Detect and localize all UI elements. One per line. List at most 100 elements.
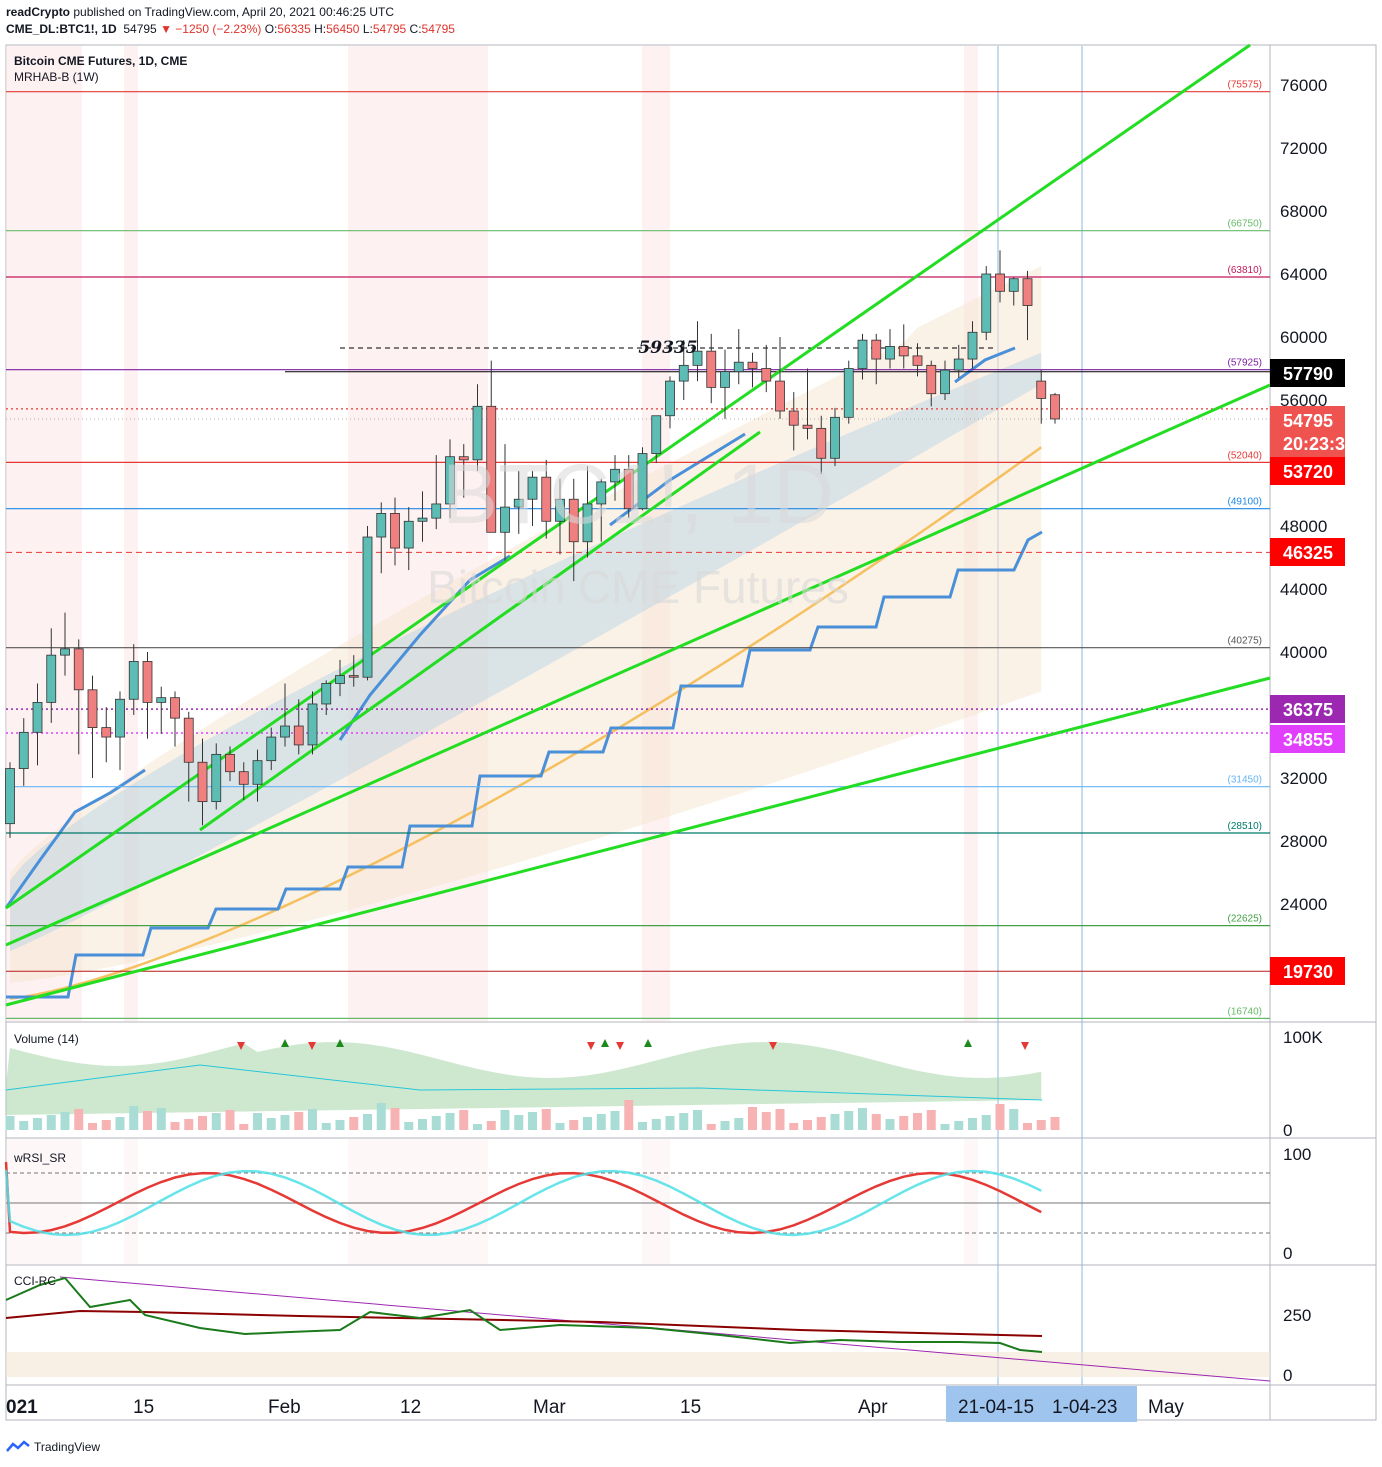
volume-bar [101,1120,111,1130]
candle-body [307,703,318,746]
cci-axis-tick: 0 [1283,1366,1292,1385]
price-level-label: (22625) [1228,914,1262,925]
volume-bar [115,1117,125,1130]
price-envelope [10,266,1042,983]
brand-name: TradingView [34,1440,101,1454]
price-level-label: (28510) [1228,821,1262,832]
time-axis-tick: Mar [533,1397,566,1418]
volume-bar [1050,1117,1060,1130]
open-label: O: [264,22,278,36]
volume-bar [885,1119,895,1130]
volume-bar [1036,1120,1046,1130]
down-arrow-icon [616,1042,624,1050]
price-axis-tick: 68000 [1280,202,1327,221]
price-tag-label: 34855 [1283,730,1333,750]
open-value: 56335 [277,22,311,36]
volume-bar [541,1109,551,1130]
volume-bar [170,1122,180,1130]
time-axis-tick: Apr [858,1397,888,1418]
candle-body [321,683,332,705]
candle-body [101,727,112,738]
volume-bar [198,1116,207,1130]
candle-body [183,717,194,763]
price-tag-label: 46325 [1283,543,1333,563]
candle-body [926,364,937,395]
volume-bar [349,1117,359,1130]
volume-bar [459,1110,469,1130]
candle-body [458,456,469,461]
volume-bar [693,1110,702,1130]
candle-body [610,468,620,483]
volume-label: Volume (14) [14,1032,79,1046]
price-tag-label: 57790 [1283,364,1333,384]
volume-bar [968,1118,977,1130]
price-tag-label: 20:23:36 [1283,434,1355,454]
volume-bar [211,1113,221,1130]
wrsi-axis-tick: 100 [1283,1145,1311,1164]
down-arrow-icon: ▼ [160,22,172,36]
volume-bar [844,1111,854,1130]
watermark-name: Bitcoin CME Futures [427,561,849,613]
volume-bar [940,1124,950,1130]
volume-bar [610,1111,620,1130]
volume-bar [88,1123,97,1130]
candle-body [170,697,180,719]
candle-body [431,503,442,519]
volume-bar [665,1116,675,1130]
candle-body [953,358,964,371]
candle-body [1050,394,1060,420]
highlight-zone-rsi [124,1139,138,1264]
ribbon-layer [4,266,1043,1000]
price-tag-label: 53720 [1283,462,1333,482]
cci-line [5,1276,1043,1353]
price-tag-box [1270,725,1345,753]
volume-bar [19,1121,29,1130]
volume-bar [1009,1109,1019,1130]
candle-body [775,380,785,412]
publish-info: readCrypto published on TradingView.com,… [6,5,394,19]
volume-bar [761,1112,771,1130]
moving-average-line [9,446,1042,1000]
candle-body [857,339,868,369]
volume-axis-tick: 100K [1283,1028,1323,1047]
time-axis-tick: 021 [6,1397,38,1418]
candle-body [390,513,400,549]
candle-body [60,648,70,656]
candle-body [32,702,43,733]
candle-body [472,405,483,461]
volume-bar [184,1119,194,1130]
time-range-highlight [946,1386,1137,1422]
volume-bar [899,1116,909,1130]
volume-bar [981,1115,991,1130]
publisher-name[interactable]: readCrypto [6,5,71,19]
volume-bar [60,1112,70,1130]
low-label: L: [362,22,373,36]
candle-body [445,456,455,505]
volume-bar [294,1112,304,1130]
high-label: H: [314,22,327,36]
high-value: 56450 [326,22,360,36]
mrhab-segment [338,554,511,741]
volume-bar [596,1114,606,1130]
volume-bar [156,1108,166,1130]
price-axis-tick: 28000 [1280,832,1327,851]
candle-body [651,415,662,454]
volume-bar [266,1118,276,1130]
volume-bar [239,1124,249,1130]
candle-body [898,346,909,357]
candle-body [142,661,153,703]
volume-axis-tick: 0 [1283,1121,1292,1140]
up-arrow-icon [281,1039,289,1047]
blue-ribbon [10,352,1042,952]
candle-body [403,520,414,549]
price-tag-label: 19730 [1283,962,1333,982]
axis-layer: 76000 72000 68000 64000 60000 56000 48000 44000… [6,76,1355,1422]
up-arrow-icon [964,1039,972,1047]
symbol-ohlc: CME_DL:BTC1!, 1D 54795 ▼ −1250 (−2.23%) … [6,22,455,36]
candle-body [211,753,222,803]
published-text: published on TradingView.com, April 20, … [73,5,395,19]
price-level-label: (66750) [1228,219,1262,230]
candle-body [335,675,345,684]
mrhab-segment [954,346,1016,384]
